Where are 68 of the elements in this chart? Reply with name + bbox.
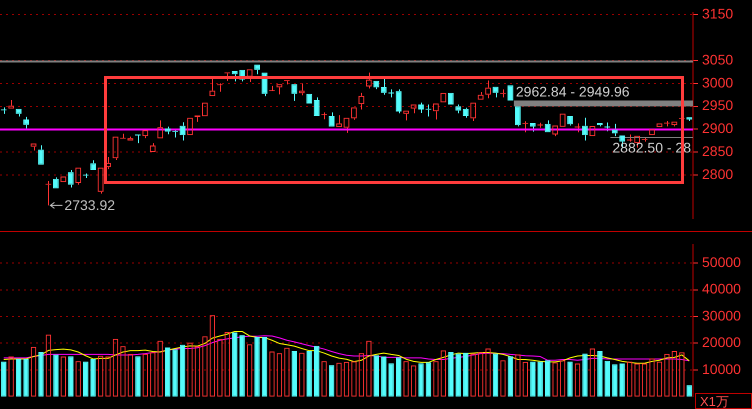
bar	[448, 352, 454, 397]
candlestick	[23, 116, 29, 129]
candlestick	[455, 104, 462, 114]
bar	[604, 360, 610, 397]
candlestick	[328, 112, 335, 127]
y-tick-label: 3000	[702, 74, 734, 90]
bar	[463, 352, 468, 397]
bar	[538, 362, 543, 397]
bar	[314, 346, 320, 397]
candlestick	[514, 106, 521, 127]
bar	[254, 337, 260, 397]
bar	[381, 356, 386, 397]
bar	[135, 356, 141, 397]
bar	[16, 358, 22, 397]
bar	[1, 362, 6, 397]
bar	[239, 335, 245, 397]
y-tick-label: 50000	[702, 254, 742, 270]
y-tick-label: 2800	[702, 166, 734, 182]
bar	[23, 358, 29, 397]
y-tick-label: 10000	[702, 360, 742, 377]
bar	[83, 362, 88, 397]
candlestick	[68, 170, 74, 188]
y-tick-label: 3150	[702, 6, 734, 22]
y-tick-label: 2850	[702, 143, 734, 160]
bar	[396, 357, 402, 397]
bar	[53, 354, 59, 397]
band-label: 2962.84 - 2949.96	[516, 83, 630, 100]
candlestick	[254, 64, 260, 75]
y-tick-label: 40000	[702, 280, 742, 297]
candlestick	[314, 96, 320, 116]
y-tick-label: 2900	[702, 120, 734, 136]
bar	[232, 332, 238, 397]
candlestick	[134, 134, 141, 144]
bar	[90, 358, 96, 397]
bar	[388, 363, 394, 397]
candlestick	[462, 107, 469, 118]
bar	[620, 363, 625, 397]
bar	[597, 350, 603, 397]
bar	[686, 385, 692, 397]
candlestick	[508, 85, 514, 100]
bar	[68, 356, 74, 397]
bar	[456, 354, 461, 397]
y-tick-label: 2950	[702, 97, 734, 114]
bar	[292, 350, 298, 397]
y-tick-label: 30000	[702, 307, 742, 324]
candlestick	[388, 88, 394, 98]
candlestick	[537, 122, 544, 128]
bar	[418, 363, 424, 397]
y-tick-label: 3050	[702, 51, 734, 68]
candlestick	[448, 92, 454, 104]
candlestick	[380, 78, 387, 96]
annotation: 2733.92	[64, 197, 116, 214]
candlestick	[16, 108, 22, 118]
bar	[374, 355, 379, 397]
bar	[164, 347, 170, 397]
text: X1万	[695, 393, 752, 409]
bar	[172, 349, 178, 397]
bar	[612, 364, 618, 397]
candlestick	[686, 117, 692, 122]
bar	[306, 350, 312, 397]
candlestick	[38, 144, 44, 165]
candlestick	[291, 84, 298, 102]
bar	[545, 360, 550, 397]
bar	[530, 362, 536, 397]
bar	[328, 365, 334, 397]
candlestick	[492, 86, 498, 98]
candlestick	[396, 88, 402, 114]
y-tick-label: 20000	[702, 334, 742, 350]
